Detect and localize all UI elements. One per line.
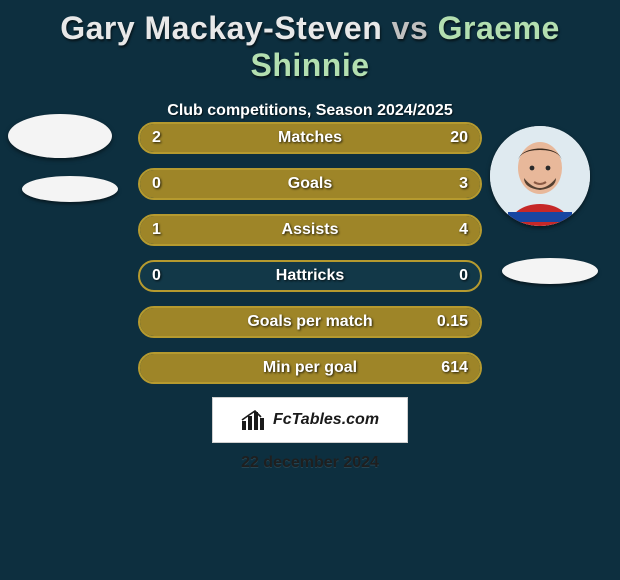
player1-flag	[22, 176, 118, 202]
bars-icon	[241, 409, 267, 431]
stat-fill-left	[140, 216, 208, 244]
stat-label: Goals	[288, 175, 332, 193]
stat-label: Matches	[278, 129, 342, 147]
comparison-subtitle: Club competitions, Season 2024/2025	[0, 102, 620, 120]
stat-value-left: 2	[152, 129, 161, 147]
stat-value-right: 4	[459, 221, 468, 239]
stat-value-left: 0	[152, 175, 161, 193]
player2-avatar	[490, 126, 590, 226]
player2-flag	[502, 258, 598, 284]
stat-fill-right	[208, 216, 480, 244]
stat-label: Goals per match	[247, 313, 372, 331]
stat-value-left: 1	[152, 221, 161, 239]
stat-row: 0 Goals 3	[138, 168, 482, 200]
stat-value-right: 0.15	[437, 313, 468, 331]
stat-row: Min per goal 614	[138, 352, 482, 384]
stat-value-right: 3	[459, 175, 468, 193]
source-badge: FcTables.com	[212, 397, 408, 443]
player2-face-icon	[490, 126, 590, 226]
stat-row: 1 Assists 4	[138, 214, 482, 246]
stat-row: 0 Hattricks 0	[138, 260, 482, 292]
footer-date: 22 december 2024	[241, 454, 379, 472]
stat-label: Hattricks	[276, 267, 344, 285]
title-player1: Gary Mackay-Steven	[60, 10, 382, 46]
stat-value-right: 614	[441, 359, 468, 377]
stat-label: Min per goal	[263, 359, 357, 377]
stat-value-right: 0	[459, 267, 468, 285]
stat-label: Assists	[282, 221, 339, 239]
stat-value-right: 20	[450, 129, 468, 147]
stat-row: Goals per match 0.15	[138, 306, 482, 338]
source-badge-text: FcTables.com	[273, 411, 379, 429]
player1-avatar	[8, 114, 112, 158]
comparison-title: Gary Mackay-Steven vs Graeme Shinnie	[0, 0, 620, 84]
title-vs: vs	[392, 10, 429, 46]
stat-rows: 2 Matches 20 0 Goals 3 1 Assists 4 0 Hattricks 0 Goa…	[138, 122, 482, 398]
stat-value-left: 0	[152, 267, 161, 285]
stat-row: 2 Matches 20	[138, 122, 482, 154]
